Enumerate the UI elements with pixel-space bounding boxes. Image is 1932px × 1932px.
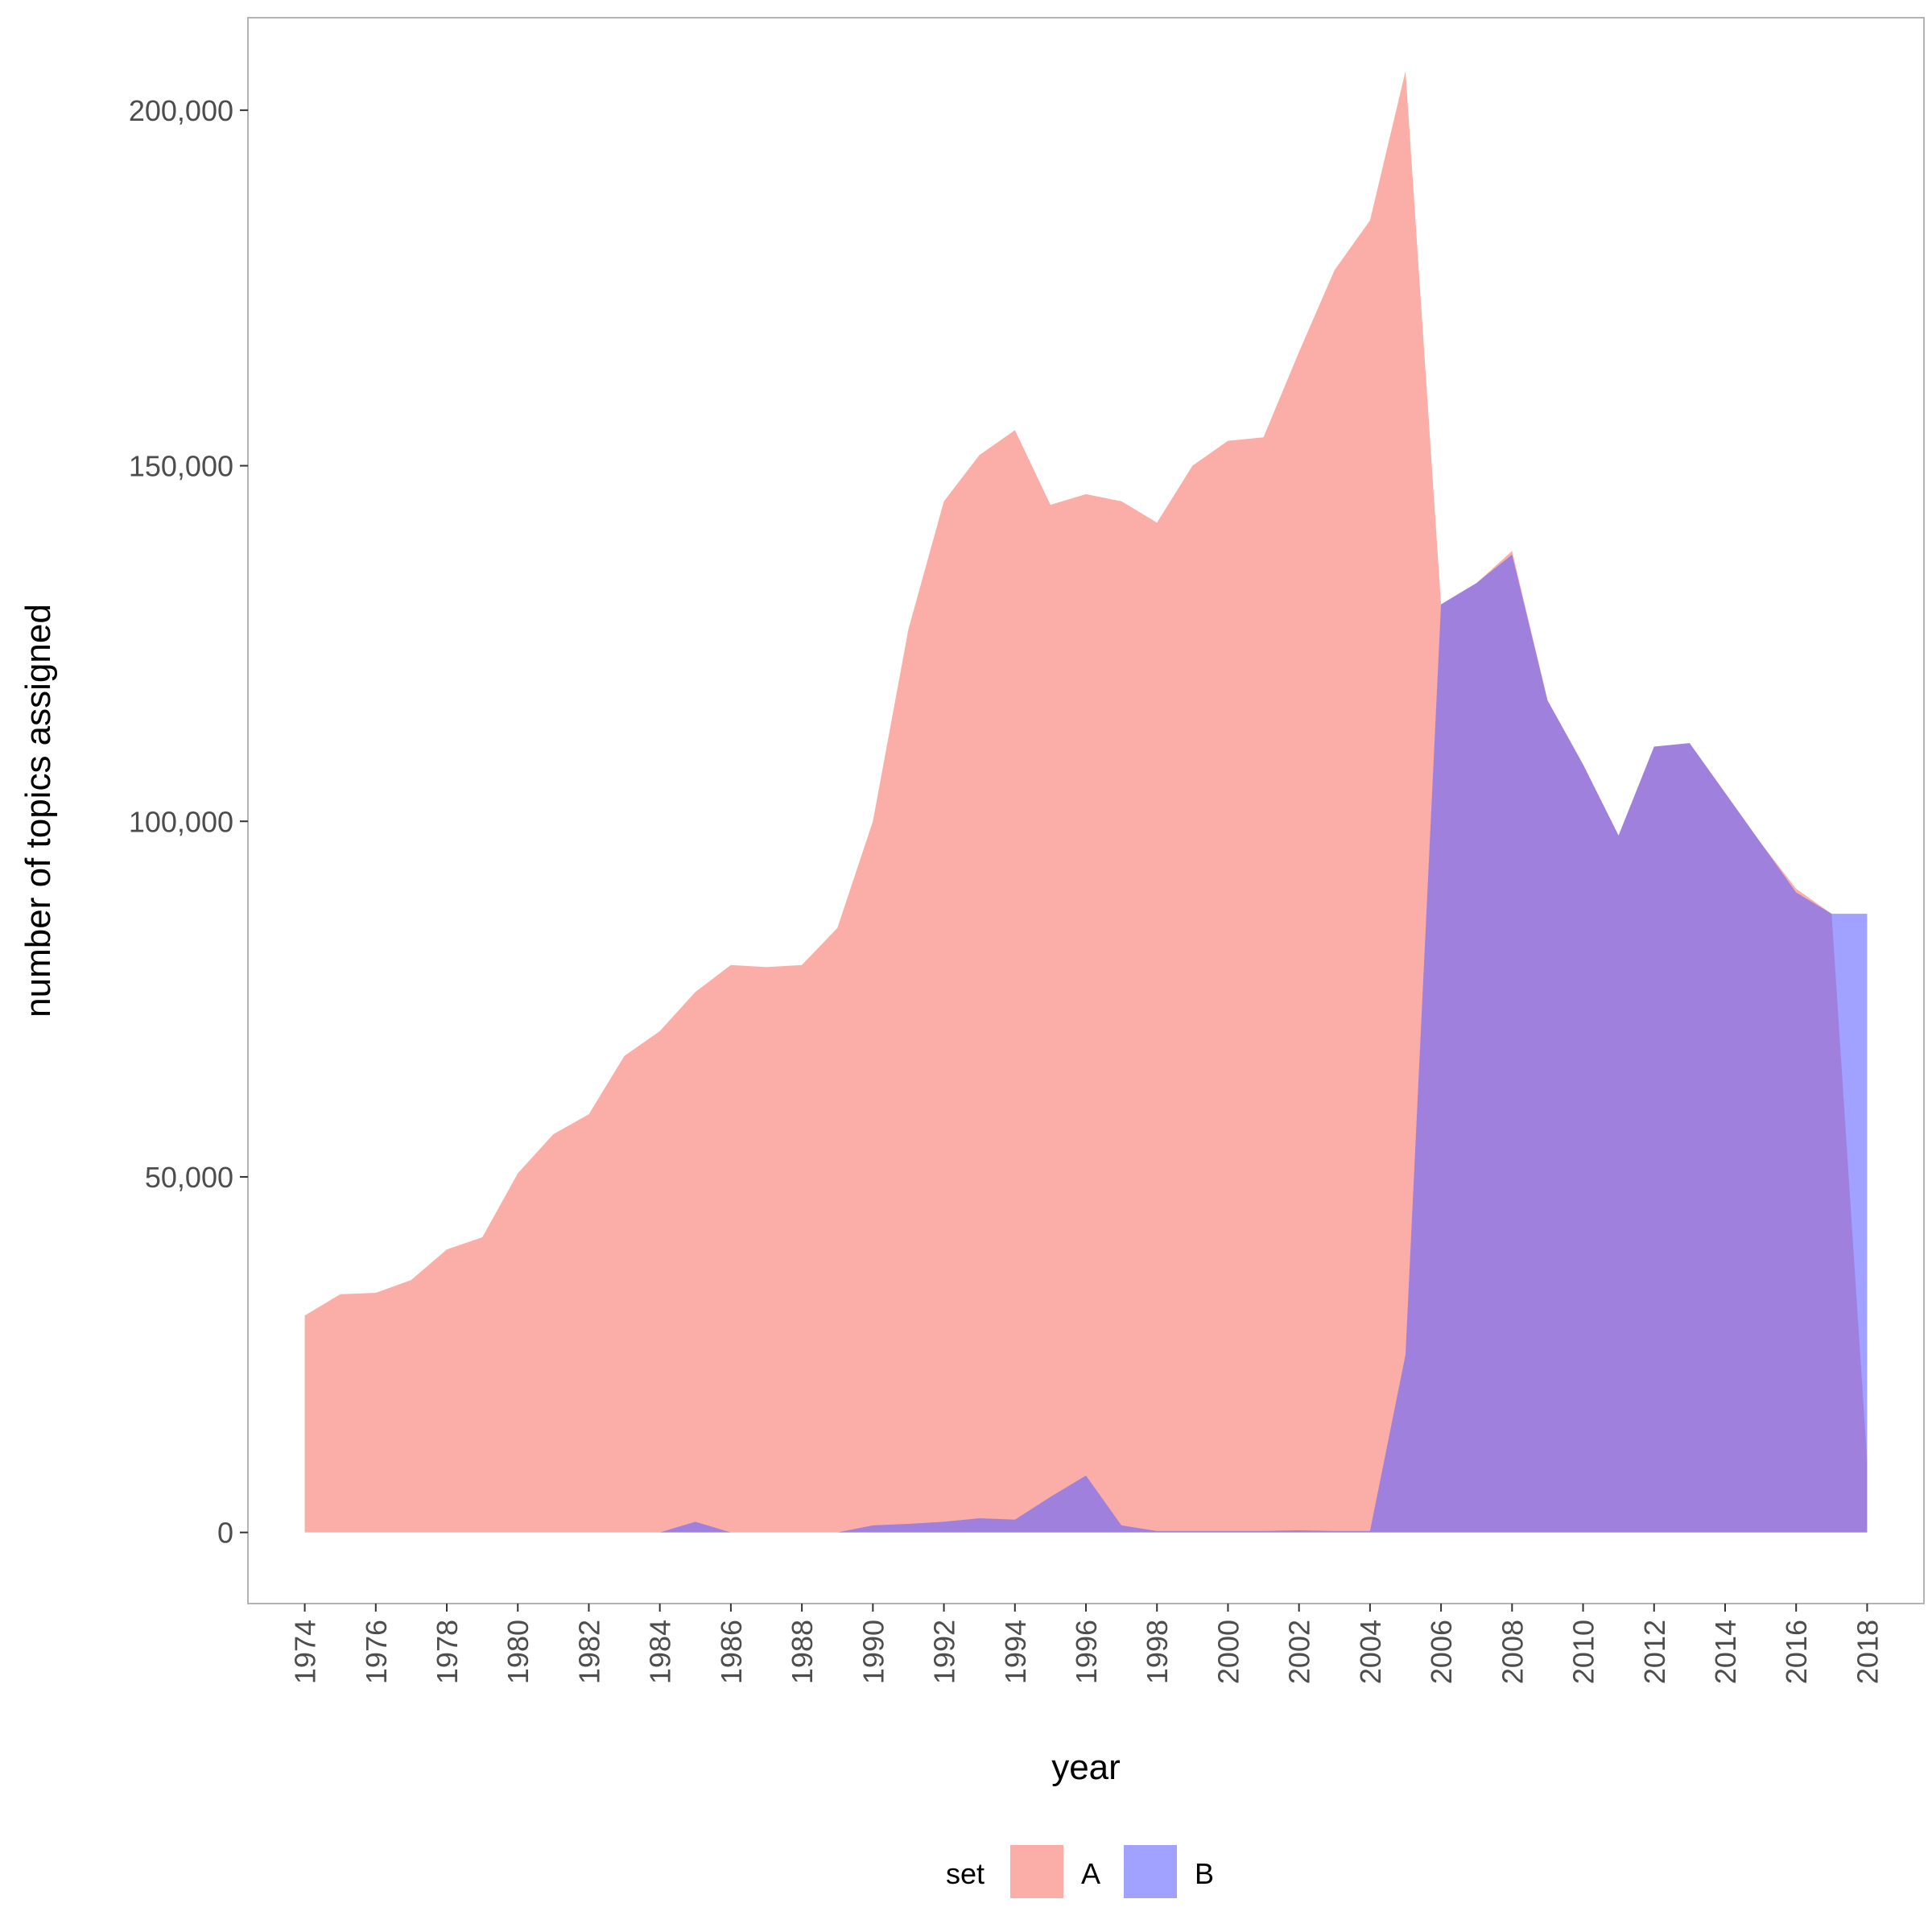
y-axis: 0 50,000 100,000 150,000 200,000 [129,94,248,1550]
x-tick-label: 2006 [1425,1620,1458,1684]
x-tick-label: 2010 [1567,1620,1600,1684]
x-tick-label: 1980 [502,1620,535,1684]
legend-title: set [946,1857,985,1890]
y-tick-label: 0 [217,1517,233,1550]
x-tick-label: 2014 [1709,1620,1742,1684]
x-tick-label: 1988 [786,1620,819,1684]
x-tick-label: 1984 [644,1620,677,1684]
x-tick-label: 2004 [1354,1620,1387,1684]
legend-label-b: B [1195,1857,1214,1890]
legend: set A B [946,1845,1214,1898]
y-tick-label: 50,000 [145,1161,233,1194]
y-tick-label: 150,000 [129,450,233,483]
x-axis: 1974 1976 1978 1980 1982 1984 1986 1988 1990 1992… [289,1604,1884,1684]
legend-key-b [1124,1845,1177,1898]
x-tick-label: 1978 [431,1620,464,1684]
x-tick-label: 1982 [572,1620,605,1684]
x-tick-label: 1986 [715,1620,748,1684]
x-tick-label: 1994 [999,1620,1032,1684]
x-tick-label: 2018 [1851,1620,1884,1684]
x-tick-label: 2008 [1496,1620,1529,1684]
x-tick-label: 2000 [1212,1620,1245,1684]
x-tick-label: 2002 [1283,1620,1316,1684]
x-tick-label: 1990 [857,1620,890,1684]
x-tick-label: 2012 [1638,1620,1671,1684]
x-axis-title: year [1051,1748,1121,1787]
legend-key-a [1010,1845,1063,1898]
x-tick-label: 1992 [928,1620,961,1684]
series-area-b [304,554,1868,1533]
x-tick-label: 1974 [289,1620,322,1684]
y-tick-label: 200,000 [129,94,233,127]
y-tick-label: 100,000 [129,805,233,838]
x-tick-label: 1996 [1070,1620,1103,1684]
x-tick-label: 1976 [360,1620,393,1684]
series-layer [304,71,1868,1533]
legend-label-a: A [1081,1857,1100,1890]
x-tick-label: 2016 [1780,1620,1813,1684]
y-axis-title: number of topics assigned [19,604,58,1018]
x-tick-label: 1998 [1141,1620,1174,1684]
